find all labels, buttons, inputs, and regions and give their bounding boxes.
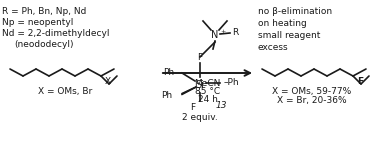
Text: F: F bbox=[357, 77, 363, 86]
Text: Ph: Ph bbox=[163, 68, 174, 76]
Text: 13: 13 bbox=[216, 100, 228, 109]
Text: Si: Si bbox=[195, 80, 204, 90]
Text: R: R bbox=[232, 28, 238, 36]
Text: small reagent: small reagent bbox=[258, 31, 321, 40]
Text: X = Br, 20-36%: X = Br, 20-36% bbox=[277, 96, 347, 105]
Text: 24 h: 24 h bbox=[198, 95, 217, 104]
Text: Nd = 2,2-dimethyldecyl: Nd = 2,2-dimethyldecyl bbox=[2, 29, 110, 38]
Text: Np = neopentyl: Np = neopentyl bbox=[2, 18, 73, 27]
Text: on heating: on heating bbox=[258, 19, 307, 28]
Text: (neododecyl): (neododecyl) bbox=[14, 40, 73, 49]
Text: R = Ph, Bn, Np, Nd: R = Ph, Bn, Np, Nd bbox=[2, 7, 87, 16]
Text: MeCN: MeCN bbox=[194, 79, 221, 88]
Text: F: F bbox=[191, 103, 195, 112]
Text: X = OMs, 59-77%: X = OMs, 59-77% bbox=[273, 87, 352, 96]
Text: 85 °C: 85 °C bbox=[195, 87, 220, 96]
Text: –Ph: –Ph bbox=[224, 77, 240, 87]
Text: N: N bbox=[211, 30, 219, 40]
Text: F: F bbox=[197, 52, 203, 61]
Text: X = OMs, Br: X = OMs, Br bbox=[38, 87, 92, 96]
Text: no β-elimination: no β-elimination bbox=[258, 7, 332, 16]
Text: Ph: Ph bbox=[161, 91, 172, 100]
Text: X: X bbox=[105, 77, 111, 86]
Text: excess: excess bbox=[258, 43, 289, 52]
Text: 2 equiv.: 2 equiv. bbox=[182, 113, 218, 123]
Text: +: + bbox=[220, 28, 225, 33]
